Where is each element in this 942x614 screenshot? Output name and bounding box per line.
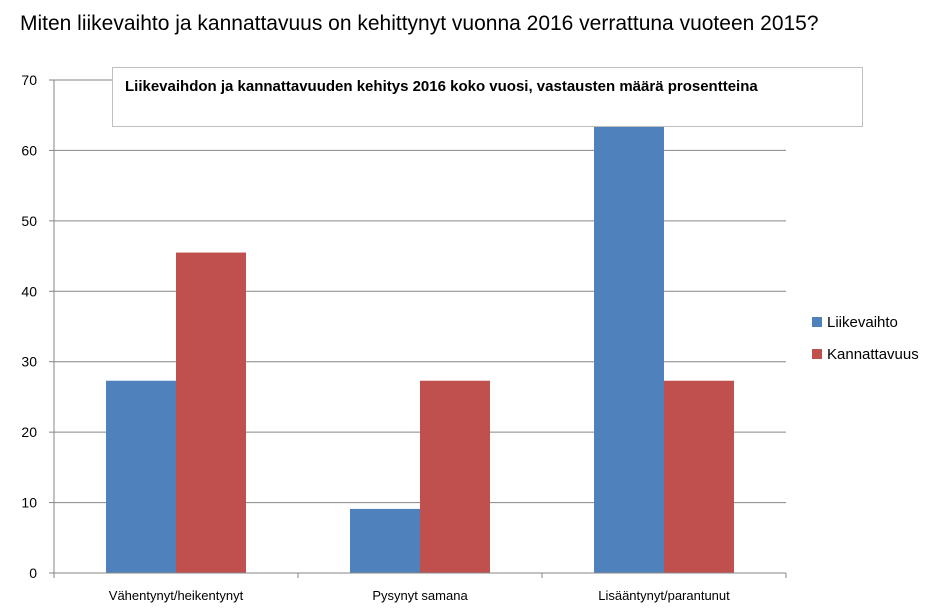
bar-liikevaihto-3: [594, 125, 664, 574]
bar-kannattavuus-1: [176, 252, 246, 574]
legend-item-kannattavuus: Kannattavuus: [812, 344, 919, 364]
legend-label-kannattavuus: Kannattavuus: [827, 345, 919, 363]
y-tick-label: 20: [21, 424, 37, 440]
y-tick-labels: 0 10 20 30 40 50 60 70: [21, 72, 37, 581]
chart-title: Liikevaihdon ja kannattavuuden kehitys 2…: [125, 78, 758, 95]
x-tick-label: Lisääntynyt/parantunut: [598, 588, 730, 603]
legend: Liikevaihto Kannattavuus: [812, 312, 919, 376]
legend-label-liikevaihto: Liikevaihto: [827, 313, 898, 331]
y-tick-label: 50: [21, 213, 37, 229]
x-tick-label: Vähentynyt/heikentynyt: [109, 588, 244, 603]
y-tick-label: 60: [21, 142, 37, 158]
y-tick-label: 40: [21, 283, 37, 299]
bar-liikevaihto-2: [350, 508, 420, 573]
y-tick-label: 30: [21, 354, 37, 370]
legend-swatch-kannattavuus: [812, 349, 822, 359]
chart-title-box: Liikevaihdon ja kannattavuuden kehitys 2…: [112, 67, 863, 127]
bar-kannattavuus-2: [420, 380, 490, 573]
page-title: Miten liikevaihto ja kannattavuus on keh…: [20, 12, 819, 35]
y-tick-label: 10: [21, 495, 37, 511]
bars: [106, 125, 734, 574]
y-tick-label: 0: [29, 565, 37, 581]
legend-item-liikevaihto: Liikevaihto: [812, 312, 919, 332]
bar-liikevaihto-1: [106, 380, 176, 573]
x-tick-label: Pysynyt samana: [372, 588, 468, 603]
bar-kannattavuus-3: [664, 380, 734, 573]
legend-swatch-liikevaihto: [812, 317, 822, 327]
x-tick-labels: Vähentynyt/heikentynyt Pysynyt samana Lisä…: [109, 588, 730, 603]
axes: [49, 79, 787, 578]
y-tick-label: 70: [21, 72, 37, 88]
